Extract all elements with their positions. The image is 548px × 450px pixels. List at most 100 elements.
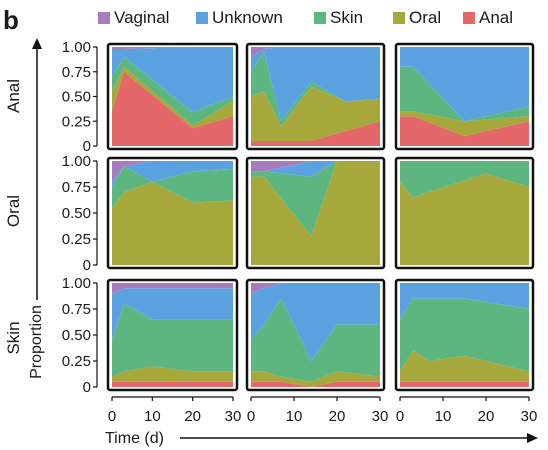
area-anal [400,381,529,387]
legend-swatch [196,12,208,24]
panel-oral-3 [394,156,535,270]
y-tick-label: 0 [83,379,91,396]
area-unknown [112,47,233,113]
legend-item-skin: Skin [314,8,363,27]
area-vaginal [251,161,380,172]
row-label-skin: Skin [4,321,23,354]
x-tick-label: 30 [521,408,538,425]
area-vaginal [112,47,233,49]
panel-oral-1 [106,156,239,270]
area-vaginal [112,161,233,182]
legend-swatch [463,12,475,24]
area-skin [112,166,233,208]
panel-frame [394,156,535,270]
y-axis-label: Proportion [28,305,45,379]
y-axes: 1.000.750.500.2501.000.750.500.2501.000.… [62,39,98,396]
y-tick-label: 0.25 [62,113,91,130]
panel-frame [245,278,386,392]
panel-anal-1 [106,42,239,151]
area-vaginal [251,47,380,57]
y-tick-label: 0 [83,257,91,274]
legend-swatch [98,12,110,24]
x-axis-label: Time (d) [105,430,164,447]
legend-swatch [314,12,326,24]
y-tick-label: 0.75 [62,179,91,196]
area-unknown [251,161,380,177]
legend-label: Anal [479,8,513,27]
area-oral [400,350,529,382]
x-tick-label: 0 [247,408,255,425]
y-tick-label: 0.50 [62,89,91,106]
x-tick-label: 20 [329,408,346,425]
area-skin [112,56,233,126]
row-label-oral: Oral [4,195,23,227]
panel-frame [245,156,386,270]
x-tick-label: 30 [372,408,389,425]
area-vaginal [112,283,233,294]
x-tick-label: 0 [396,408,404,425]
legend-item-unknown: Unknown [196,8,283,27]
panel-frame [106,278,239,392]
x-tick-label: 10 [144,408,161,425]
y-tick-label: 0.75 [62,301,91,318]
area-anal [112,71,233,146]
y-tick-label: 1.00 [62,39,91,56]
area-skin [251,298,380,382]
x-tick-label: 10 [435,408,452,425]
area-oral [400,173,529,265]
panel-frame [245,42,386,151]
legend-label: Unknown [212,8,283,27]
panel-frame [106,42,239,151]
area-skin [112,303,233,377]
x-tick-label: 20 [478,408,495,425]
panel-anal-3 [394,42,535,151]
area-unknown [400,283,529,320]
y-tick-label: 1.00 [62,153,91,170]
area-anal [112,381,233,387]
area-oral [251,371,380,387]
area-skin [400,66,529,122]
area-unknown [400,47,529,122]
area-oral [251,161,380,265]
row-labels: Anal Oral Skin Proportion [4,38,45,379]
area-vaginal [251,283,380,294]
x-tick-label: 30 [225,408,242,425]
y-tick-label: 0.25 [62,353,91,370]
panel-frame [394,42,535,151]
area-unknown [251,283,380,361]
legend-item-oral: Oral [393,8,441,27]
legend-label: Vaginal [114,8,169,27]
panel-frame [394,278,535,392]
panel-label: b [3,5,19,35]
x-tick-label: 0 [108,408,116,425]
area-oral [400,111,529,137]
area-oral [112,181,233,265]
legend-item-anal: Anal [463,8,513,27]
area-skin [400,161,529,198]
panel-anal-2 [245,42,386,151]
legend: Vaginal Unknown Skin Oral Anal [98,8,513,27]
panel-skin-2 [245,278,386,392]
legend-item-vaginal: Vaginal [98,8,169,27]
area-anal [251,381,380,387]
legend-label: Skin [330,8,363,27]
panel-frame [106,156,239,270]
y-tick-label: 0 [83,138,91,155]
area-anal [251,121,380,146]
x-axis: 0 10 20 30 0 10 20 30 0 10 20 30 Time (d) [105,396,538,447]
row-label-anal: Anal [4,79,23,113]
area-unknown [251,47,380,122]
area-unknown [112,288,233,341]
panel-skin-3 [394,278,535,392]
legend-label: Oral [409,8,441,27]
y-tick-label: 0.75 [62,64,91,81]
legend-swatch [393,12,405,24]
y-axis-arrow-head [32,38,42,49]
panel-skin-1 [106,278,239,392]
area-skin [251,51,380,127]
y-tick-label: 0.50 [62,205,91,222]
area-oral [112,366,233,382]
x-axis-arrow-head [527,433,538,443]
y-tick-label: 1.00 [62,275,91,292]
